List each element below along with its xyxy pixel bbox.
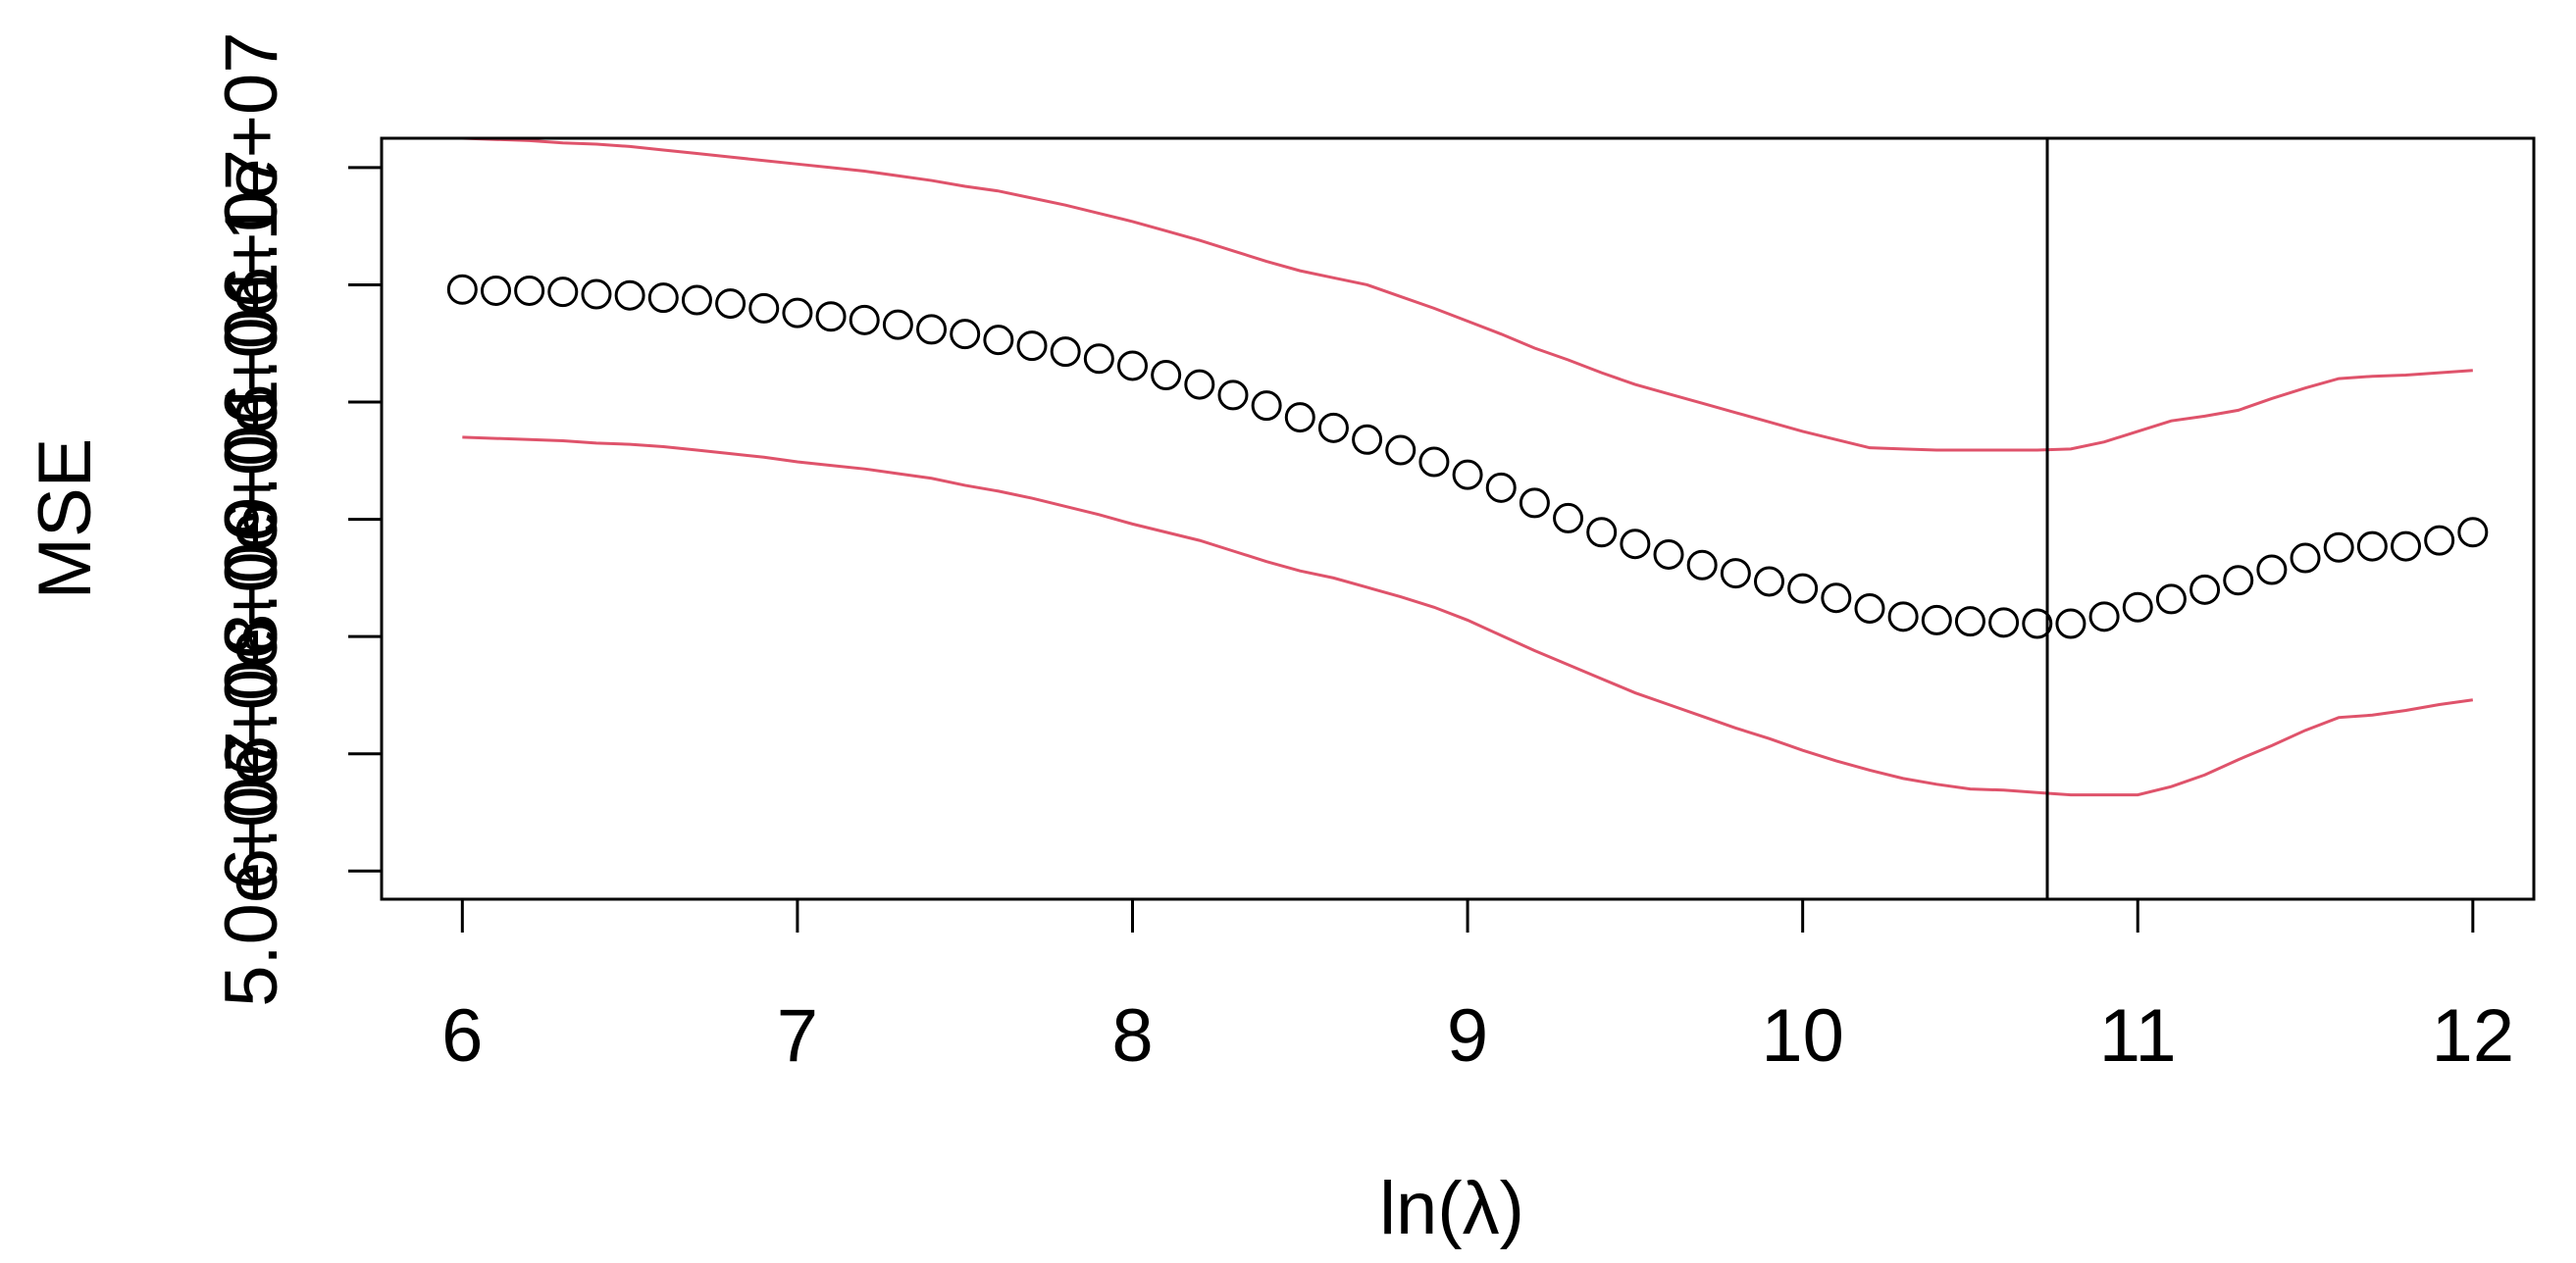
x-tick-label: 12: [2432, 994, 2515, 1078]
point: [2055, 608, 2087, 639]
y-tick-label: 8.0e+06: [210, 383, 293, 655]
line-series: [462, 435, 2474, 797]
point: [1083, 343, 1114, 375]
point: [1385, 434, 1417, 466]
x-axis-label: ln(λ): [1379, 1167, 1524, 1250]
point: [2122, 591, 2153, 623]
y-tick-label: 9.0e+06: [210, 267, 293, 538]
y-tick-label: 7.0e+06: [210, 501, 293, 773]
point: [1921, 604, 1952, 635]
point: [1151, 360, 1182, 391]
point: [950, 319, 981, 350]
point: [815, 301, 847, 332]
point: [1653, 538, 1684, 570]
x-tick-label: 11: [2099, 994, 2177, 1078]
point: [2323, 531, 2354, 563]
y-tick-label: 6.0e+06: [210, 618, 293, 889]
point: [614, 279, 645, 311]
point: [1352, 424, 1383, 455]
point: [2022, 608, 2053, 639]
x-tick-label: 8: [1111, 994, 1153, 1078]
x-tick-label: 9: [1447, 994, 1488, 1078]
point: [446, 274, 478, 305]
point: [581, 278, 612, 310]
point: [1519, 487, 1550, 519]
point: [1954, 606, 1985, 637]
plot-frame: [380, 136, 2536, 901]
point: [1787, 573, 1819, 604]
point: [1050, 336, 1081, 368]
point: [2391, 530, 2422, 562]
point: [480, 275, 511, 306]
point: [849, 304, 880, 335]
y-tick-label: 1.0e+07: [210, 149, 293, 421]
point: [1854, 592, 1885, 624]
point: [1485, 472, 1517, 503]
point: [1251, 390, 1282, 422]
point: [1586, 517, 1618, 548]
point: [1887, 601, 1919, 632]
x-tick-label: 7: [777, 994, 818, 1078]
point: [547, 277, 579, 308]
line-series: [462, 136, 2473, 452]
point: [2155, 583, 2187, 615]
x-tick-label: 10: [1761, 994, 1844, 1078]
point: [1116, 350, 1148, 381]
point: [2290, 542, 2321, 574]
point: [782, 297, 813, 328]
point: [2424, 525, 2455, 556]
x-tick-label: 6: [441, 994, 483, 1078]
point: [2256, 554, 2288, 585]
point: [715, 288, 747, 320]
point: [1988, 607, 2020, 638]
y-axis-label: MSE: [24, 438, 107, 600]
y-tick-label: 5.0e+06: [210, 735, 293, 1007]
point: [1284, 402, 1315, 433]
point: [1184, 369, 1215, 400]
point: [681, 284, 712, 316]
point: [1217, 379, 1249, 411]
point: [1821, 582, 1852, 614]
point: [1686, 549, 1718, 581]
point: [1754, 566, 1785, 597]
point: [983, 325, 1014, 356]
point: [1418, 446, 1450, 478]
point: [916, 314, 948, 345]
point: [2190, 574, 2221, 605]
point: [514, 275, 545, 306]
point: [2088, 601, 2120, 632]
point: [1620, 529, 1651, 560]
point: [882, 309, 913, 340]
point: [1317, 412, 1349, 443]
point: [748, 292, 780, 324]
point: [2356, 530, 2388, 562]
point: [2223, 565, 2254, 596]
point: [2457, 517, 2489, 548]
point: [1720, 558, 1751, 589]
y-tick-label: 1.1e+07: [210, 31, 293, 303]
point: [1016, 330, 1048, 362]
point: [1553, 502, 1584, 533]
point: [647, 282, 679, 314]
point: [1452, 459, 1483, 490]
